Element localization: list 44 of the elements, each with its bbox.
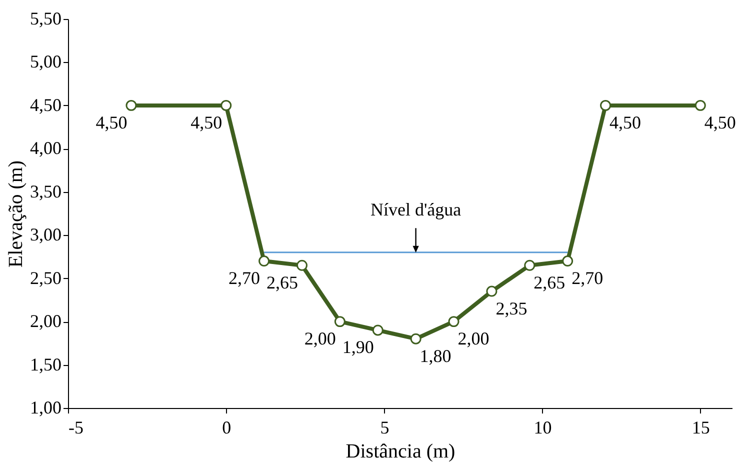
y-tick-label: 1,00 [30,398,62,418]
annotation: Nível d'água [370,199,462,220]
y-tick-label: 4,00 [30,138,62,158]
point [448,316,460,328]
data-label: 2,00 [304,328,336,349]
y-tick-label: 5,00 [30,52,62,72]
y-axis-title: Elevação (m) [5,160,27,268]
point [410,333,422,344]
data-label: 1,90 [342,337,374,358]
y-tick-label: 3,50 [30,181,62,202]
data-label: 4,50 [610,112,642,132]
data-label: 2,70 [572,268,604,288]
point [694,100,706,111]
point [486,286,498,297]
x-tick-label: 5 [380,418,390,438]
data-label: 4,50 [190,112,222,132]
data-label: 1,80 [420,346,452,366]
y-tick-label: 3,00 [30,224,62,245]
y-tick-label: 5,50 [30,8,62,28]
x-tick-label: 0 [222,418,232,438]
point [334,316,346,328]
x-tick-label: 15 [692,418,710,438]
data-label: 2,00 [458,328,490,349]
y-tick-label: 2,00 [30,311,62,332]
x-tick-label: -5 [68,418,84,438]
point [258,256,270,267]
point [600,100,612,111]
point [562,256,574,267]
point [372,324,384,336]
point [220,100,232,111]
y-tick-label: 4,50 [30,94,62,115]
point [524,260,536,271]
data-label: 2,35 [496,298,528,318]
x-axis-title: Distância (m) [346,440,456,462]
y-tick-label: 2,50 [30,268,62,288]
point [126,100,137,111]
data-label: 4,50 [96,112,128,132]
y-tick-label: 1,50 [30,354,62,374]
data-label: 4,50 [704,112,736,132]
data-label: 2,65 [534,272,566,292]
x-tick-label: 10 [534,418,552,438]
data-label: 2,65 [266,272,298,292]
point [296,260,308,271]
data-label: 2,70 [228,268,260,288]
